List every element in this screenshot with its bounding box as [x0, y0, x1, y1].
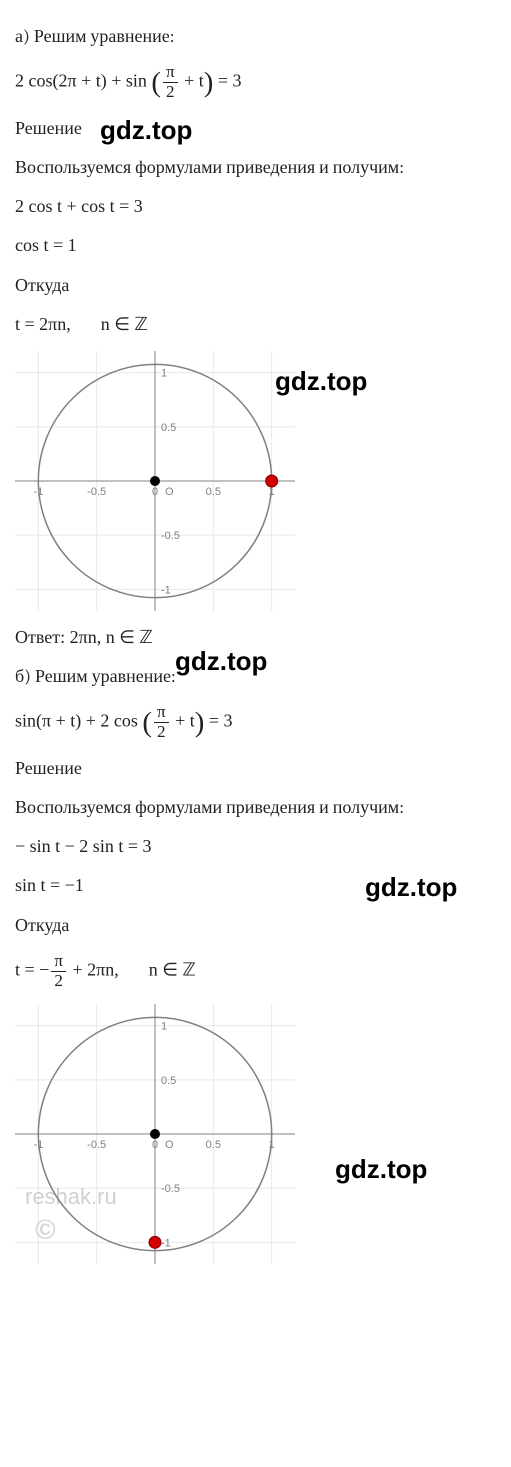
solution-label: Решение: [15, 756, 496, 781]
frac-num: π: [154, 703, 169, 723]
part-b-step1: − sin t − 2 sin t = 3: [15, 834, 496, 859]
eq-text: 2 cos(2π + t) + sin: [15, 71, 147, 91]
solution-label: Решение: [15, 118, 82, 139]
paren-open: (: [142, 707, 152, 739]
watermark-gdz: gdz.top: [335, 1154, 427, 1185]
part-b-step2-row: sin t = −1 gdz.top: [15, 873, 496, 898]
result-text: t = 2πn,: [15, 314, 71, 334]
svg-text:-1: -1: [33, 486, 43, 498]
paren-close: ): [204, 66, 214, 98]
eq-text: = 3: [204, 711, 232, 731]
unit-circle-chart-a: -1 -0.5 0 0.5 1 -1 -0.5 0.5 1 O: [15, 351, 295, 611]
part-b-result: t = −π2 + 2πn, n ∈ ℤ: [15, 952, 496, 991]
svg-text:-1: -1: [161, 1238, 171, 1250]
svg-text:-0.5: -0.5: [161, 1184, 180, 1196]
eq-text: + t: [180, 71, 204, 91]
svg-text:0.5: 0.5: [161, 1075, 176, 1087]
part-a-step1: 2 cos t + cos t = 3: [15, 194, 496, 219]
svg-text:0.5: 0.5: [161, 422, 176, 434]
part-a-step2: cos t = 1: [15, 233, 496, 258]
result-cond: n ∈ ℤ: [149, 959, 196, 979]
part-b-header: б) Решим уравнение:: [15, 664, 496, 689]
eq-text: = 3: [213, 71, 241, 91]
part-a-result: t = 2πn, n ∈ ℤ: [15, 312, 496, 337]
svg-text:-0.5: -0.5: [87, 1139, 106, 1151]
frac-num: π: [163, 63, 178, 83]
svg-text:O: O: [165, 1139, 174, 1151]
result-cond: n ∈ ℤ: [101, 314, 148, 334]
svg-text:-0.5: -0.5: [87, 486, 106, 498]
svg-text:0: 0: [152, 486, 158, 498]
result-prefix: t = −: [15, 959, 49, 979]
svg-text:0.5: 0.5: [206, 1139, 221, 1151]
eq-text: + t: [171, 711, 195, 731]
answer-value: 2πn, n ∈ ℤ: [70, 627, 153, 647]
frac-den: 2: [51, 972, 66, 991]
svg-text:1: 1: [161, 368, 167, 380]
reduction-text: Воспользуемся формулами приведения и пол…: [15, 155, 496, 180]
chart-a-wrap: -1-0.500.51-1-0.50.51O gdz.top: [15, 351, 496, 611]
unit-circle-chart-b: -1 -0.5 0 0.5 1 -1 -0.5 0.5 1 O: [15, 1004, 295, 1264]
svg-text:1: 1: [161, 1021, 167, 1033]
reduction-text: Воспользуемся формулами приведения и пол…: [15, 795, 496, 820]
whence-label: Откуда: [15, 273, 496, 298]
fraction: π2: [163, 63, 178, 102]
fraction: π2: [154, 703, 169, 742]
whence-label: Откуда: [15, 913, 496, 938]
fraction: π2: [51, 952, 66, 991]
svg-text:0: 0: [152, 1139, 158, 1151]
part-b-equation: sin(π + t) + 2 cos (π2 + t) = 3: [15, 703, 496, 742]
frac-num: π: [51, 952, 66, 972]
watermark-gdz: gdz.top: [365, 869, 457, 905]
chart-b-wrap: -1-0.500.51-1-0.50.51O gdz.top reshak.ru…: [15, 1004, 496, 1264]
frac-den: 2: [154, 723, 169, 742]
answer-label: Ответ:: [15, 627, 70, 647]
part-b-step2: sin t = −1: [15, 875, 84, 895]
svg-text:-0.5: -0.5: [161, 530, 180, 542]
part-a-equation: 2 cos(2π + t) + sin (π2 + t) = 3: [15, 63, 496, 102]
svg-text:-1: -1: [161, 584, 171, 596]
svg-text:0.5: 0.5: [206, 486, 221, 498]
frac-den: 2: [163, 83, 178, 102]
paren-close: ): [195, 707, 205, 739]
eq-text: sin(π + t) + 2 cos: [15, 711, 138, 731]
svg-text:1: 1: [269, 486, 275, 498]
svg-text:-1: -1: [33, 1139, 43, 1151]
part-a-answer: Ответ: 2πn, n ∈ ℤ gdz.top: [15, 625, 496, 650]
part-a-solution-label-row: Решение gdz.top: [15, 116, 496, 141]
svg-text:O: O: [165, 486, 174, 498]
watermark-gdz: gdz.top: [100, 112, 192, 148]
paren-open: (: [151, 66, 161, 98]
result-suffix: + 2πn,: [68, 959, 119, 979]
svg-text:1: 1: [269, 1139, 275, 1151]
part-a-header: а) Решим уравнение:: [15, 24, 496, 49]
